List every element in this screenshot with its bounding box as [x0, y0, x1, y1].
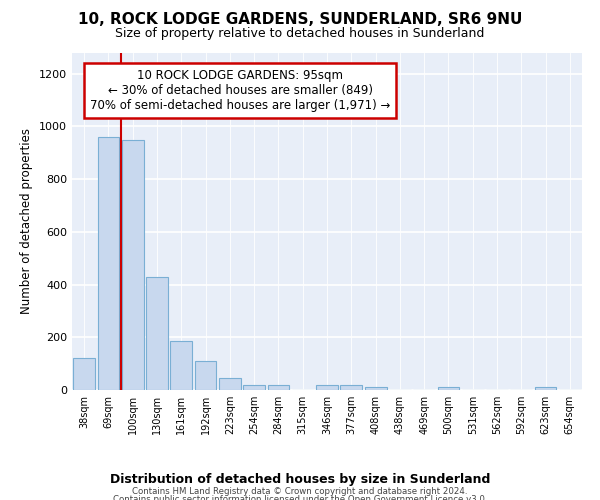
Bar: [146, 276, 168, 390]
Text: Contains public sector information licensed under the Open Government Licence v3: Contains public sector information licen…: [113, 495, 487, 500]
Text: 10 ROCK LODGE GARDENS: 95sqm
← 30% of detached houses are smaller (849)
70% of s: 10 ROCK LODGE GARDENS: 95sqm ← 30% of de…: [90, 70, 391, 112]
Bar: [170, 341, 192, 390]
Bar: [194, 361, 217, 390]
Bar: [268, 384, 289, 390]
Bar: [437, 388, 460, 390]
Bar: [73, 358, 95, 390]
Text: Size of property relative to detached houses in Sunderland: Size of property relative to detached ho…: [115, 28, 485, 40]
Bar: [122, 140, 143, 390]
Text: 10, ROCK LODGE GARDENS, SUNDERLAND, SR6 9NU: 10, ROCK LODGE GARDENS, SUNDERLAND, SR6 …: [78, 12, 522, 28]
Bar: [365, 388, 386, 390]
Bar: [535, 388, 556, 390]
Text: Contains HM Land Registry data © Crown copyright and database right 2024.: Contains HM Land Registry data © Crown c…: [132, 487, 468, 496]
Bar: [316, 386, 338, 390]
Y-axis label: Number of detached properties: Number of detached properties: [20, 128, 34, 314]
Bar: [97, 138, 119, 390]
Bar: [243, 384, 265, 390]
Text: Distribution of detached houses by size in Sunderland: Distribution of detached houses by size …: [110, 472, 490, 486]
Bar: [219, 378, 241, 390]
Bar: [340, 386, 362, 390]
